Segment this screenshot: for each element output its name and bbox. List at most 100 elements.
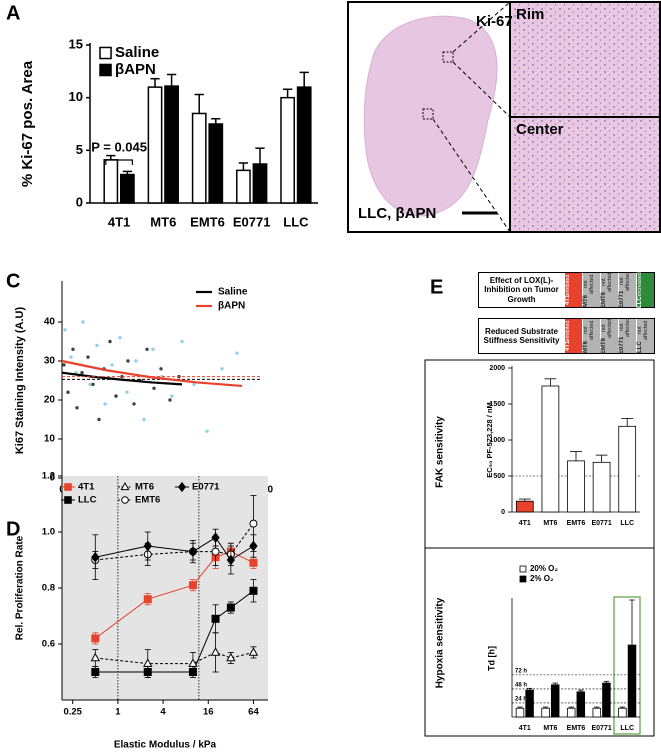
point [151, 347, 155, 351]
cell-line: E0771 [619, 291, 625, 309]
legend-swatch [519, 565, 527, 573]
legend-swatch [99, 63, 112, 77]
y-axis-label: Rel. Proliferation Rate [15, 535, 26, 640]
x-tick-label: E0771 [591, 725, 611, 732]
legend-label: MT6 [135, 482, 154, 493]
y-tick-label: 0.6 [42, 639, 55, 650]
y-tick-label: 5 [76, 142, 83, 157]
x-tick-label: 4T1 [108, 214, 130, 229]
table-row: Effect of LOX(L)-Inhibition on Tumor Gro… [478, 272, 655, 308]
cell-status: not affected [583, 274, 596, 294]
status-cell: EMT6 not affected [600, 318, 618, 354]
zoom-image [509, 116, 661, 233]
marker [188, 658, 198, 667]
x-tick-label: LLC [283, 214, 309, 229]
status-cell: E0771 not affected [618, 271, 636, 309]
point [220, 367, 224, 371]
marker [226, 652, 236, 662]
panel-label: E [430, 276, 443, 298]
y-tick-label: 10 [44, 434, 56, 445]
side-label: Hypoxia sensitivity [435, 597, 446, 688]
x-tick-label: E0771 [233, 214, 271, 229]
bar [515, 500, 534, 513]
highlight-box [613, 596, 641, 735]
point [142, 417, 146, 422]
marker [91, 634, 100, 643]
cell-status: increased [637, 272, 643, 297]
cell-line: E0771 [619, 337, 625, 355]
x-axis-label: Elastic Modulus / kPa [114, 740, 217, 751]
marker [143, 658, 153, 667]
side-label: FAK sensitivity [435, 416, 446, 488]
point [88, 382, 92, 387]
bar [602, 682, 611, 718]
point [118, 335, 122, 340]
cell-line: 4T1 [565, 341, 571, 352]
cell-line: LLC [637, 296, 643, 308]
bar [592, 707, 602, 718]
bar [567, 460, 585, 513]
marker [91, 668, 100, 676]
x-tick-label: 4T1 [519, 725, 531, 732]
legend-swatch [519, 575, 527, 583]
cell-line: EMT6 [601, 337, 607, 354]
x-tick-label: LLC [620, 725, 634, 732]
y-tick-label: 30 [44, 356, 56, 367]
y-tick-label: 0 [49, 473, 55, 484]
bar [618, 707, 627, 718]
point [66, 390, 70, 394]
bar [252, 163, 268, 204]
panel-label: C [6, 270, 20, 292]
y-tick-label: 24 h [515, 697, 527, 703]
marker [211, 547, 220, 556]
bar [592, 461, 611, 513]
status-cell: LLC not affected [636, 319, 654, 353]
point [168, 398, 172, 402]
tissue-section [363, 15, 498, 217]
x-tick-label: 16 [203, 707, 214, 718]
marker [120, 482, 130, 491]
point [125, 390, 129, 394]
y-axis-label: % Ki-67 pos. Area [19, 60, 36, 187]
point [170, 394, 174, 398]
status-cell: 4T1 inhibited [564, 319, 582, 353]
marker [90, 652, 100, 662]
bar [576, 691, 586, 718]
legend-label: E0771 [192, 482, 220, 493]
bar [541, 707, 550, 718]
y-tick-label: 1.2 [42, 471, 55, 482]
marker [64, 483, 72, 491]
y-tick-label: 10 [69, 89, 83, 104]
x-tick-label: 64 [248, 707, 259, 718]
marker [143, 540, 152, 552]
bar [296, 86, 312, 204]
bar [566, 707, 576, 718]
cell-status: not affected [637, 320, 650, 340]
bar [103, 159, 119, 204]
fit-line [61, 371, 183, 386]
cell-status: not affected [619, 317, 632, 338]
legend-label: Saline [115, 44, 159, 61]
legend-label: EMT6 [135, 495, 160, 506]
series-line [95, 536, 254, 561]
legend-label: 4T1 [78, 482, 95, 493]
legend-label: βAPN [115, 61, 156, 78]
y-tick-label: 1.0 [42, 527, 55, 538]
status-cell: MT6 not affected [582, 273, 600, 307]
x-tick-label: 1 [115, 707, 121, 718]
legend-label: 20% O₂ [530, 564, 558, 573]
y-tick-label: 0 [501, 509, 505, 516]
marker [249, 558, 258, 567]
cell-status: not affected [619, 271, 632, 292]
point [132, 402, 136, 406]
point [86, 355, 90, 359]
panel-label: D [6, 518, 20, 540]
marker [210, 647, 221, 656]
series-line [95, 651, 254, 665]
status-cell: MT6 not affected [582, 319, 600, 353]
bar [525, 689, 534, 718]
point [97, 417, 101, 422]
point [69, 355, 73, 359]
